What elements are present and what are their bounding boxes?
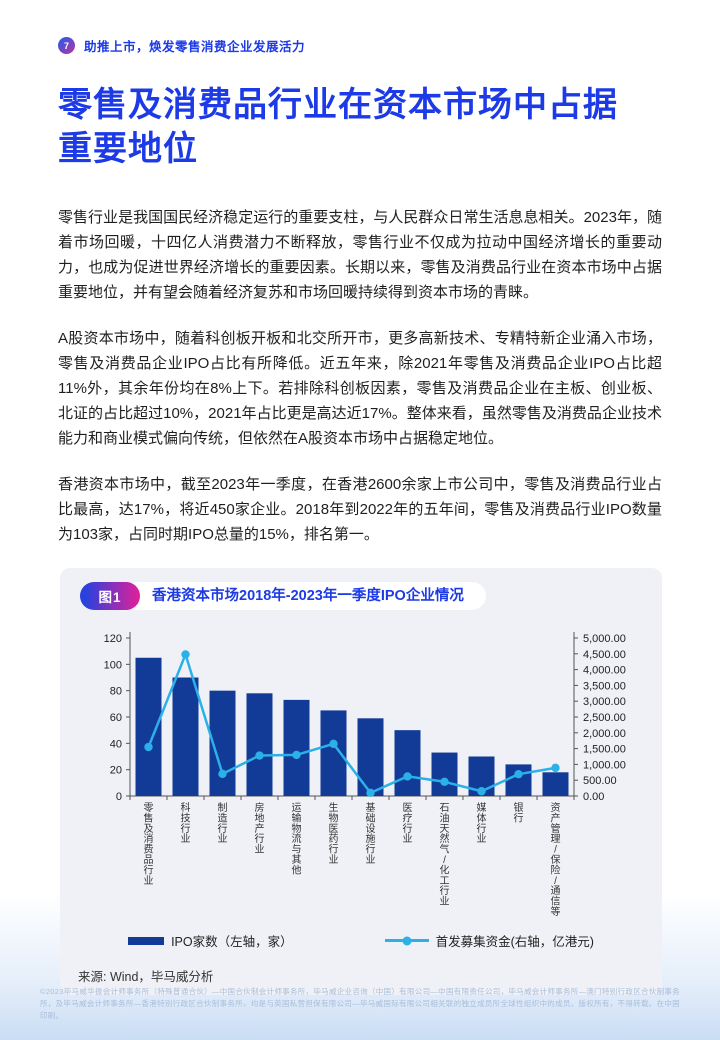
svg-text:500.00: 500.00 [583, 775, 617, 787]
figure-header: 香港资本市场2018年-2023年一季度IPO企业情况 图1 [80, 582, 644, 610]
svg-text:120: 120 [104, 633, 122, 645]
x-axis-labels: 零售及消费品行业 科技行业 制造行业 房地产行业 运输物流与其他 生物医药行业 基础设施行业… [144, 801, 561, 918]
line-series-dot [402, 936, 412, 945]
svg-text:4,000.00: 4,000.00 [583, 665, 626, 677]
svg-text:1,500.00: 1,500.00 [583, 744, 626, 756]
bar-series-swatch [128, 936, 165, 945]
svg-text:运输物流与其他: 运输物流与其他 [292, 802, 302, 876]
svg-text:2,000.00: 2,000.00 [583, 728, 626, 740]
svg-text:医疗行业: 医疗行业 [403, 802, 413, 845]
chart-legend: IPO家数（左轴，家） 首发募集资金(右轴，亿港元) [78, 931, 644, 950]
svg-text:4,500.00: 4,500.00 [583, 649, 626, 661]
svg-text:1,000.00: 1,000.00 [583, 759, 626, 771]
axes [126, 632, 578, 800]
svg-text:石油天然气/化工行业: 石油天然气/化工行业 [440, 803, 450, 908]
svg-text:60: 60 [110, 712, 122, 724]
page-title: 零售及消费品行业在资本市场中占据 重要地位 [58, 83, 662, 171]
page-title-line1: 零售及消费品行业在资本市场中占据 [58, 86, 618, 124]
page-title-line2: 重要地位 [58, 130, 198, 168]
svg-text:5,000.00: 5,000.00 [583, 633, 626, 645]
svg-text:基础设施行业: 基础设施行业 [366, 801, 376, 866]
svg-text:0: 0 [116, 791, 122, 803]
figure-title: 香港资本市场2018年-2023年一季度IPO企业情况 [124, 582, 486, 610]
bar-series [135, 657, 569, 796]
svg-text:科技行业: 科技行业 [181, 801, 191, 845]
body-text: 零售行业是我国国民经济稳定运行的重要支柱，与人民群众日常生活息息相关。2023年… [58, 205, 662, 547]
svg-text:银行: 银行 [514, 801, 524, 824]
svg-text:媒体行业: 媒体行业 [477, 802, 487, 845]
page-number-badge: 7 [58, 37, 75, 54]
svg-text:生物医药行业: 生物医药行业 [329, 801, 339, 866]
svg-text:3,500.00: 3,500.00 [583, 680, 626, 692]
right-axis-labels: 0.00 500.00 1,000.00 1,500.00 2,000.00 2,500.… [583, 633, 626, 803]
svg-text:80: 80 [110, 686, 122, 698]
legend-item-line: 首发募集资金(右轴，亿港元) [384, 931, 594, 950]
figure-source: 来源: Wind，毕马威分析 [78, 970, 214, 984]
paragraph-2: A股资本市场中，随着科创板开板和北交所开市，更多高新技术、专精特新企业涌入市场，… [58, 330, 662, 447]
line-series [147, 653, 556, 795]
chart-wrap: 0 20 40 60 80 100 120 0.00 500.00 1,000.00 1,500.0… [78, 624, 644, 929]
svg-text:2,500.00: 2,500.00 [583, 712, 626, 724]
line-series-points [144, 650, 560, 798]
paragraph-3: 香港资本市场中，截至2023年一季度，在香港2600余家上市公司中，零售及消费品… [58, 476, 662, 543]
doc-header: 7 助推上市，焕发零售消费企业发展活力 [58, 36, 662, 55]
svg-text:制造行业: 制造行业 [218, 801, 228, 845]
line-series-label: 首发募集资金(右轴，亿港元) [435, 935, 594, 949]
combo-chart: 0 20 40 60 80 100 120 0.00 500.00 1,000.00 1,500.0… [104, 632, 626, 918]
paragraph-1: 零售行业是我国国民经济稳定运行的重要支柱，与人民群众日常生活息息相关。2023年… [58, 209, 662, 301]
svg-text:0.00: 0.00 [583, 791, 604, 803]
svg-text:20: 20 [110, 765, 122, 777]
figure-badge: 图1 [80, 582, 140, 610]
svg-text:3,000.00: 3,000.00 [583, 696, 626, 708]
legend-item-bars: IPO家数（左轴，家） [128, 931, 293, 950]
bar-series-label: IPO家数（左轴，家） [171, 935, 293, 949]
svg-text:40: 40 [110, 738, 122, 750]
svg-text:零售及消费品行业: 零售及消费品行业 [144, 802, 154, 887]
page-number: 7 [63, 40, 69, 51]
line-series-swatch [384, 936, 429, 945]
svg-text:资产管理/保险/通信等: 资产管理/保险/通信等 [551, 802, 561, 918]
svg-text:100: 100 [104, 659, 122, 671]
copyright-footer: ©2023毕马威华振会计师事务所（特殊普通合伙）—中国合伙制会计师事务所，毕马威… [40, 987, 680, 1020]
svg-text:房地产行业: 房地产行业 [255, 801, 265, 856]
header-tagline: 助推上市，焕发零售消费企业发展活力 [84, 40, 306, 54]
left-axis-labels: 0 20 40 60 80 100 120 [104, 633, 122, 803]
figure-card: 香港资本市场2018年-2023年一季度IPO企业情况 图1 0 20 40 60 80… [60, 568, 662, 995]
